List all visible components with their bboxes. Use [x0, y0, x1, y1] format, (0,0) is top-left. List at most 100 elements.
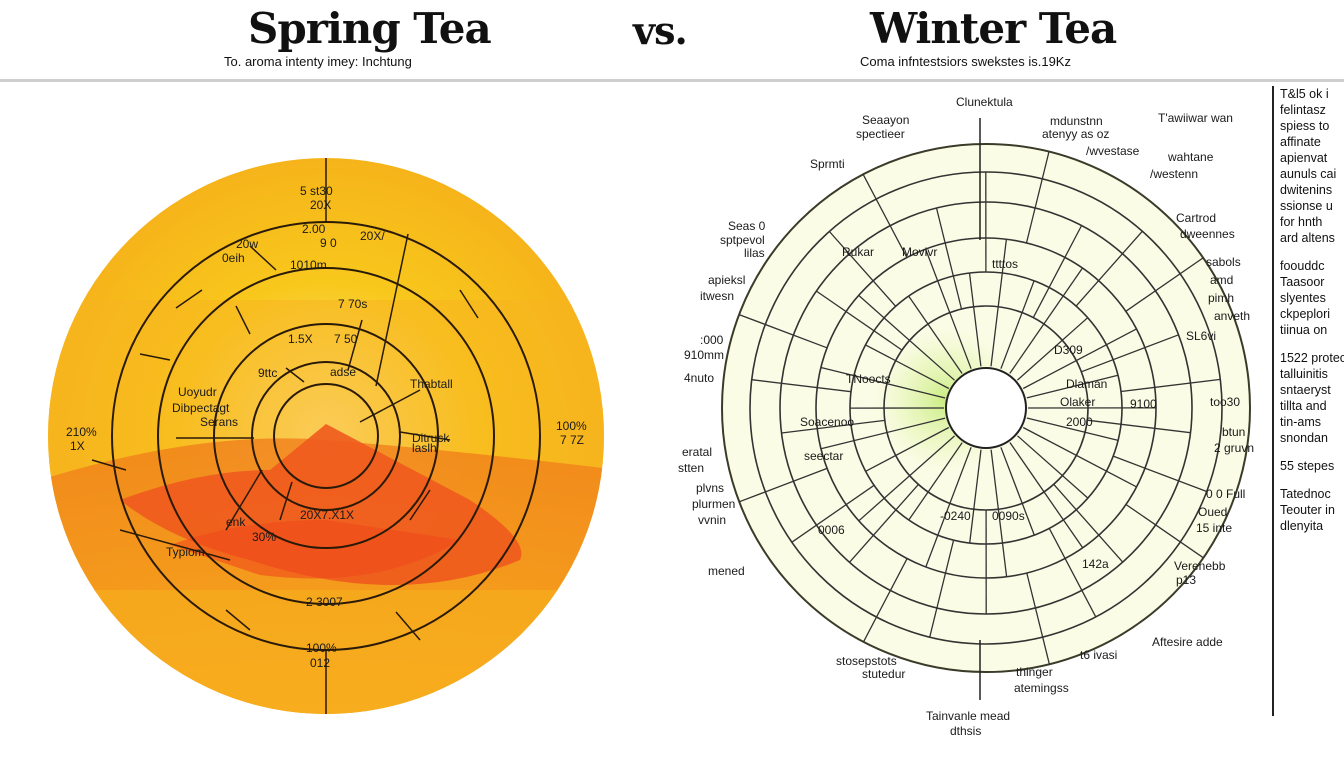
- winter-label: -0240: [940, 509, 971, 523]
- winter-spoke: [1075, 230, 1143, 307]
- winter-label: vvnin: [698, 513, 726, 527]
- winter-spoke: [1032, 225, 1083, 318]
- winter-spoke: [1017, 435, 1089, 499]
- winter-spoke: [1120, 378, 1221, 393]
- winter-spoke: [925, 447, 972, 568]
- spring-label: 1.5X: [288, 332, 313, 346]
- winter-spoke: [1053, 483, 1124, 563]
- winter-label: T'awiiwar wan: [1158, 111, 1233, 125]
- spring-ring-core: [273, 383, 379, 489]
- winter-spoke: [1087, 419, 1191, 434]
- side-note-item: dwitenins: [1280, 183, 1333, 197]
- winter-label: too30: [1210, 395, 1240, 409]
- side-note-item: ckpeplori: [1280, 307, 1331, 321]
- winter-label: thinger: [1016, 665, 1053, 679]
- spring-label: 20X/: [360, 229, 385, 243]
- winter-label: Verenebb: [1174, 559, 1226, 573]
- side-note-item: ssionse u: [1280, 199, 1333, 213]
- winter-label: 4nuto: [684, 371, 714, 385]
- winter-label: Clunektula: [956, 95, 1013, 109]
- spring-label: 1010m: [290, 258, 327, 272]
- side-note-spacer: [1274, 446, 1344, 458]
- spring-label: 012: [310, 656, 330, 670]
- winter-label: Soacenoo: [800, 415, 854, 429]
- winter-title: Winter Tea: [870, 4, 1117, 53]
- winter-spoke: [1026, 417, 1119, 442]
- winter-spoke: [1048, 528, 1097, 618]
- spring-ring-second: [157, 267, 495, 605]
- winter-label: itwesn: [700, 289, 734, 303]
- side-note-item: Tatednoc: [1280, 487, 1331, 501]
- winter-label: 2 gruvn: [1214, 441, 1254, 455]
- winter-label: seectar: [804, 449, 843, 463]
- side-note-item: affinate: [1280, 135, 1321, 149]
- side-note-item: slyentes: [1280, 291, 1326, 305]
- spring-label: 9 0: [320, 236, 337, 250]
- winter-spoke: [908, 442, 963, 521]
- spring-label: 20X: [310, 198, 331, 212]
- winter-spoke: [1000, 280, 1035, 369]
- winter-spoke: [929, 539, 955, 638]
- winter-label: TNoocts: [846, 372, 891, 386]
- winter-label: dthsis: [950, 724, 981, 738]
- winter-spoke: [849, 483, 919, 563]
- winter-label: 0090s: [992, 509, 1025, 523]
- winter-spoke: [1009, 267, 1084, 374]
- winter-spoke: [1025, 151, 1050, 244]
- winter-spoke: [969, 449, 982, 544]
- winter-spokes: [738, 151, 1221, 665]
- spring-label: 0eih: [222, 251, 245, 265]
- winter-label: atemingss: [1014, 681, 1069, 695]
- winter-label: dweennes: [1180, 227, 1235, 241]
- winter-label: spectieer: [856, 127, 905, 141]
- winter-label: sabols: [1206, 255, 1241, 269]
- winter-label: 2000: [1066, 415, 1093, 429]
- spring-label: 7 50: [334, 332, 358, 346]
- winter-spoke: [858, 435, 956, 522]
- winter-label: sptpevol: [720, 233, 765, 247]
- winter-label: Tainvanle mead: [926, 709, 1010, 723]
- spring-label: 20X7.X1X: [300, 508, 354, 522]
- winter-subtitle: Coma infntestsiors swekstes is.19Kz: [860, 54, 1071, 69]
- winter-label: Movivr: [902, 245, 937, 259]
- winter-label: wahtane: [1167, 150, 1214, 164]
- winter-spoke: [751, 379, 852, 393]
- winter-label: Dlaman: [1066, 377, 1107, 391]
- winter-label: p13: [1176, 573, 1196, 587]
- spring-label: Ditruck: [412, 431, 450, 445]
- winter-label: 15 inte: [1196, 521, 1232, 535]
- winter-label: :000: [700, 333, 724, 347]
- winter-spoke: [820, 366, 946, 399]
- side-note-spacer: [1274, 474, 1344, 486]
- winter-label: 9100: [1130, 397, 1157, 411]
- winter-spoke: [1026, 572, 1051, 665]
- spring-title: Spring Tea: [248, 4, 492, 53]
- side-note-item: Taasoor: [1280, 275, 1325, 289]
- spring-spokes: [91, 158, 479, 714]
- winter-label: 0006: [818, 523, 845, 537]
- side-note-item: tiinua on: [1280, 323, 1328, 337]
- side-note-item: 55 stepes: [1280, 459, 1335, 473]
- winter-label: lilas: [744, 246, 765, 260]
- winter-label: t6 ivasi: [1080, 648, 1117, 662]
- winter-label: pimh: [1208, 291, 1234, 305]
- spring-label: 100%: [306, 641, 337, 655]
- winter-hub: [945, 367, 1027, 449]
- winter-label: Aftesire adde: [1152, 635, 1223, 649]
- side-note-item: dlenyita: [1280, 519, 1324, 533]
- side-note-item: tin-ams: [1280, 415, 1321, 429]
- side-note-spacer: [1274, 338, 1344, 350]
- side-note-item: ard altens: [1280, 231, 1335, 245]
- winter-spoke: [1125, 257, 1204, 312]
- winter-spoke: [1112, 455, 1207, 493]
- spring-label: 7 70s: [338, 297, 367, 311]
- side-note-item: snondan: [1280, 431, 1328, 445]
- winter-spoke: [781, 419, 885, 434]
- winter-label: stutedur: [862, 667, 905, 681]
- winter-spoke: [738, 467, 828, 503]
- winter-spoke: [990, 239, 1008, 367]
- winter-label: ttttos: [992, 257, 1018, 271]
- header-divider: [0, 79, 1344, 82]
- winter-label: /westenn: [1150, 167, 1198, 181]
